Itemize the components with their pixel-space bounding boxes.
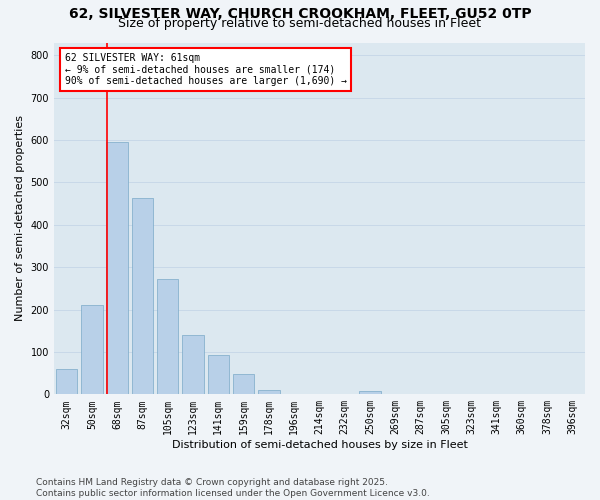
X-axis label: Distribution of semi-detached houses by size in Fleet: Distribution of semi-detached houses by … bbox=[172, 440, 467, 450]
Text: 62, SILVESTER WAY, CHURCH CROOKHAM, FLEET, GU52 0TP: 62, SILVESTER WAY, CHURCH CROOKHAM, FLEE… bbox=[68, 8, 532, 22]
Bar bbox=[258, 390, 280, 394]
Bar bbox=[182, 335, 204, 394]
Bar bbox=[56, 369, 77, 394]
Text: Size of property relative to semi-detached houses in Fleet: Size of property relative to semi-detach… bbox=[119, 18, 482, 30]
Bar bbox=[208, 356, 229, 395]
Bar bbox=[131, 198, 153, 394]
Text: Contains HM Land Registry data © Crown copyright and database right 2025.
Contai: Contains HM Land Registry data © Crown c… bbox=[36, 478, 430, 498]
Bar bbox=[359, 392, 381, 394]
Bar bbox=[157, 278, 178, 394]
Y-axis label: Number of semi-detached properties: Number of semi-detached properties bbox=[15, 116, 25, 322]
Text: 62 SILVESTER WAY: 61sqm
← 9% of semi-detached houses are smaller (174)
90% of se: 62 SILVESTER WAY: 61sqm ← 9% of semi-det… bbox=[65, 53, 347, 86]
Bar bbox=[233, 374, 254, 394]
Bar bbox=[106, 142, 128, 395]
Bar bbox=[81, 306, 103, 394]
